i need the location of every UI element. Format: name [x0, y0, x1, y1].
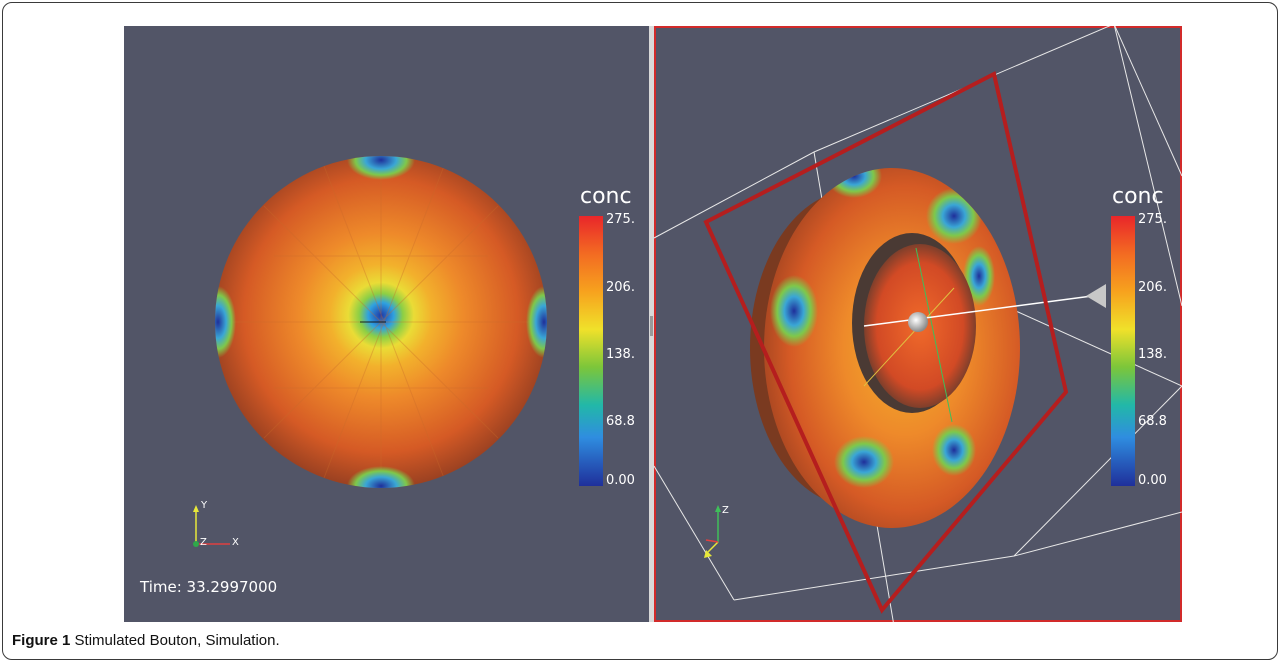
spot-bottom [347, 466, 415, 488]
view-splitter[interactable] [649, 26, 654, 622]
spot [826, 168, 882, 198]
probe-handle[interactable] [908, 312, 928, 332]
colorbar-tick: 275. [606, 212, 635, 227]
colorbar-tick: 275. [1138, 212, 1167, 227]
figure-caption: Figure 1 Stimulated Bouton, Simulation. [12, 632, 280, 649]
probe-cone[interactable] [1086, 284, 1106, 308]
spot-right [526, 286, 547, 358]
colorbar-tick: 68.8 [606, 414, 635, 429]
caption-text: Stimulated Bouton, Simulation. [74, 632, 280, 649]
axis-label-y: Y [201, 500, 208, 511]
spot [932, 424, 976, 476]
axis-label-z: Z [722, 505, 729, 516]
colorbar-gradient [579, 216, 603, 486]
spot [834, 436, 894, 488]
axis-label-z: Z [200, 537, 207, 548]
spot-top [347, 156, 415, 180]
caption-label: Figure 1 [12, 632, 71, 649]
spot-left [215, 286, 236, 358]
clipped-sphere-render-right[interactable] [654, 26, 1182, 622]
colorbar-gradient [1111, 216, 1135, 486]
axes-orientation-icon [704, 505, 721, 558]
axis-label-x: X [232, 537, 239, 548]
colorbar-title: conc [1112, 184, 1164, 209]
axes-orientation-icon [193, 505, 230, 547]
spot [770, 275, 818, 347]
render-view-left[interactable]: conc 275. 206. 138. 68.8 0.00 Y Z X Time… [124, 26, 649, 622]
spot [926, 188, 982, 244]
colorbar-tick: 138. [606, 347, 635, 362]
axis-line-yellow [863, 287, 955, 387]
time-label: Time: 33.2997000 [140, 578, 278, 596]
axis-line-green [915, 247, 953, 423]
sphere-render-left[interactable] [124, 26, 649, 622]
colorbar-tick: 206. [1138, 280, 1167, 295]
clip-plane-widget[interactable] [703, 71, 1069, 614]
colorbar-tick: 138. [1138, 347, 1167, 362]
render-view-right[interactable]: conc 275. 206. 138. 68.8 0.00 Z [654, 26, 1182, 622]
colorbar-tick: 206. [606, 280, 635, 295]
colorbar-tick: 68.8 [1138, 414, 1167, 429]
colorbar-tick: 0.00 [1138, 473, 1167, 488]
probe-line [863, 295, 1093, 327]
colorbar-title: conc [580, 184, 632, 209]
spot [963, 246, 995, 306]
colorbar-tick: 0.00 [606, 473, 635, 488]
